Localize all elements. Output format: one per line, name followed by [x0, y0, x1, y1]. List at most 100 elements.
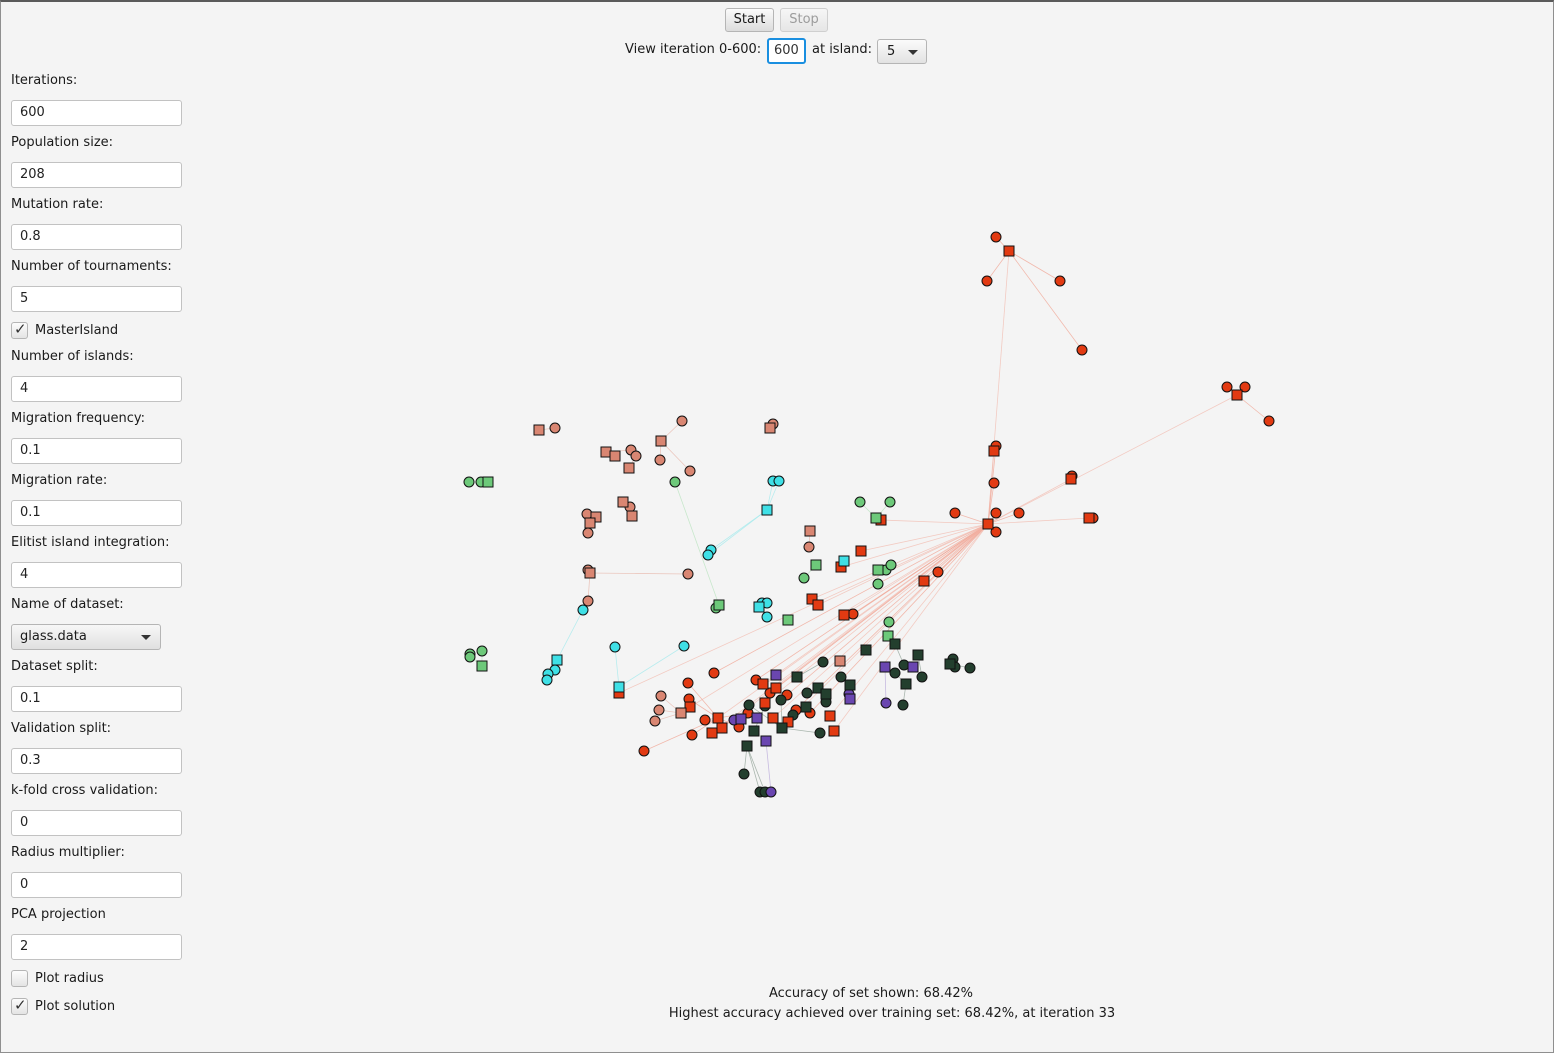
data-point-green: [872, 578, 884, 590]
data-point-red: [990, 507, 1002, 519]
radius-multiplier-input[interactable]: 0: [11, 872, 182, 898]
data-point-red: [949, 507, 961, 519]
centroid-red: [684, 701, 696, 713]
centroid-green: [476, 660, 488, 672]
data-point-cyan: [609, 641, 621, 653]
cluster-edge: [765, 740, 772, 793]
data-point-darkgreen: [743, 699, 755, 711]
stop-button[interactable]: Stop: [780, 8, 828, 32]
data-point-salmon: [653, 704, 665, 716]
centroid-red: [759, 697, 771, 709]
kfold-input[interactable]: 0: [11, 810, 182, 836]
cluster-edge: [987, 482, 995, 525]
data-point-green: [463, 476, 475, 488]
centroid-purple: [907, 661, 919, 673]
centroid-purple: [735, 713, 747, 725]
master-island-label: MasterIsland: [35, 323, 119, 338]
cluster-edge: [687, 682, 719, 719]
centroid-red: [770, 682, 782, 694]
data-point-darkgreen: [817, 656, 829, 668]
migration-frequency-input[interactable]: 0.1: [11, 438, 182, 464]
data-point-red: [932, 566, 944, 578]
plot-solution-checkbox[interactable]: [11, 996, 28, 1015]
data-point-darkgreen: [897, 699, 909, 711]
cluster-edge: [755, 523, 989, 681]
elitist-label: Elitist island integration:: [11, 535, 170, 550]
centroid-red: [918, 575, 930, 587]
centroid-red: [824, 710, 836, 722]
migration-rate-input[interactable]: 0.1: [11, 500, 182, 526]
data-point-cyan: [761, 611, 773, 623]
centroid-cyan: [613, 681, 625, 693]
centroid-darkgreen: [820, 688, 832, 700]
data-point-salmon: [582, 527, 594, 539]
cluster-edge: [987, 478, 1072, 525]
data-point-red: [1054, 275, 1066, 287]
data-point-red: [699, 714, 711, 726]
centroid-darkgreen: [741, 740, 753, 752]
centroid-red: [806, 593, 818, 605]
centroid-red: [828, 725, 840, 737]
centroid-green: [870, 512, 882, 524]
centroid-darkgreen: [776, 722, 788, 734]
centroid-darkgreen: [844, 679, 856, 691]
cluster-edge: [746, 745, 766, 793]
cluster-edge: [707, 509, 768, 556]
population-size-input[interactable]: 208: [11, 162, 182, 188]
data-point-red: [1263, 415, 1275, 427]
data-point-green: [885, 559, 897, 571]
elitist-input[interactable]: 4: [11, 562, 182, 588]
data-point-green: [798, 572, 810, 584]
data-point-green: [464, 651, 476, 663]
iteration-input[interactable]: 600: [767, 38, 806, 64]
centroid-salmon: [617, 496, 629, 508]
cluster-edge: [811, 523, 989, 600]
cluster-edge: [987, 517, 1090, 525]
cluster-edge: [775, 523, 989, 689]
data-point-green: [669, 476, 681, 488]
kfold-label: k-fold cross validation:: [11, 783, 158, 798]
centroid-red: [716, 722, 728, 734]
data-point-darkgreen: [889, 667, 901, 679]
data-points: [463, 231, 1275, 798]
tournaments-input[interactable]: 5: [11, 286, 182, 312]
migration-rate-label: Migration rate:: [11, 473, 108, 488]
data-point-salmon: [582, 595, 594, 607]
start-button[interactable]: Start: [725, 8, 774, 32]
mutation-rate-input[interactable]: 0.8: [11, 224, 182, 250]
data-point-cyan: [678, 640, 690, 652]
centroid-salmon: [655, 435, 667, 447]
centroid-darkgreen: [860, 644, 872, 656]
island-label: at island:: [812, 42, 873, 57]
cluster-edge: [618, 523, 989, 694]
island-select[interactable]: 5: [877, 39, 927, 64]
cluster-edge: [1008, 250, 1083, 351]
cluster-edge: [833, 523, 989, 732]
pca-input[interactable]: 2: [11, 934, 182, 960]
cluster-edge: [556, 609, 584, 661]
dataset-split-label: Dataset split:: [11, 659, 98, 674]
plot-radius-checkbox[interactable]: [11, 970, 28, 987]
centroid-salmon: [626, 510, 638, 522]
master-island-checkbox[interactable]: [11, 320, 28, 339]
centroid-salmon: [590, 511, 602, 523]
centroid-darkgreen: [889, 638, 901, 650]
data-point-green: [884, 496, 896, 508]
dataset-split-input[interactable]: 0.1: [11, 686, 182, 712]
data-point-salmon: [549, 422, 561, 434]
dataset-select[interactable]: glass.data: [11, 624, 161, 650]
cluster-edge: [880, 519, 989, 525]
centroid-red: [812, 599, 824, 611]
iterations-input[interactable]: 600: [11, 100, 182, 126]
centroid-red: [712, 712, 724, 724]
data-point-salmon: [649, 715, 661, 727]
data-point-salmon: [630, 450, 642, 462]
cluster-edge: [618, 645, 685, 688]
data-point-darkgreen: [964, 662, 976, 674]
cluster-edge: [860, 523, 989, 552]
centroid-green: [482, 476, 494, 488]
islands-input[interactable]: 4: [11, 376, 182, 402]
validation-split-input[interactable]: 0.3: [11, 748, 182, 774]
centroid-green: [713, 599, 725, 611]
iterations-label: Iterations:: [11, 73, 78, 88]
